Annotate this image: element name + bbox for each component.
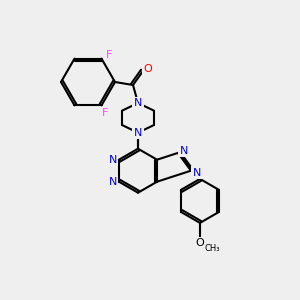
Text: N: N [109, 177, 117, 187]
Text: O: O [144, 64, 152, 74]
Text: F: F [102, 108, 109, 118]
Text: O: O [196, 238, 204, 248]
Text: F: F [106, 50, 113, 60]
Text: N: N [109, 155, 117, 165]
Text: N: N [134, 128, 142, 138]
Text: CH₃: CH₃ [205, 244, 220, 253]
Text: N: N [193, 168, 201, 178]
Text: N: N [134, 98, 142, 108]
Text: N: N [180, 146, 188, 156]
